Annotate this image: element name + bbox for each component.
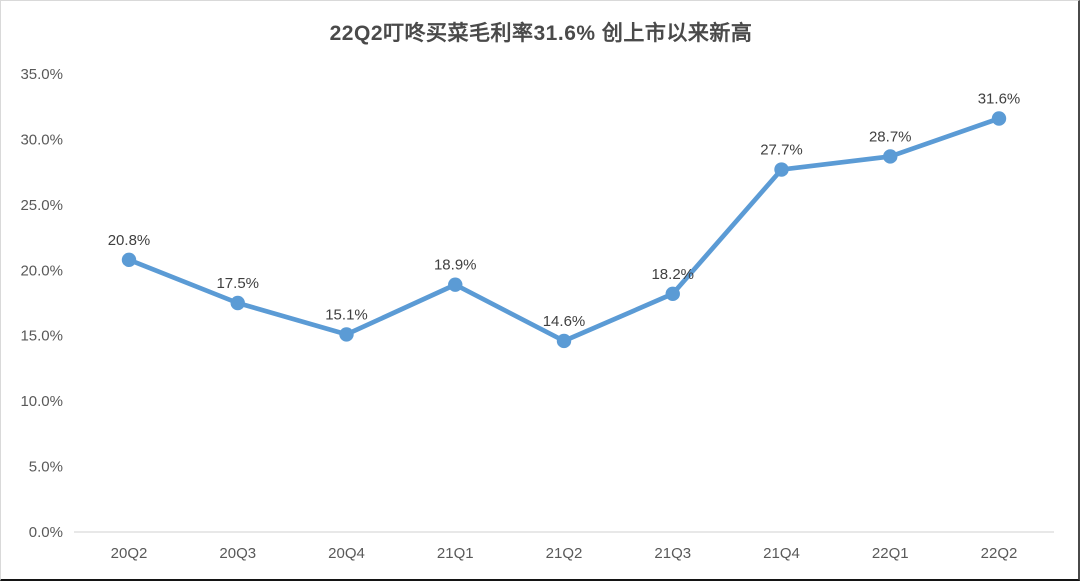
data-point-marker — [665, 286, 680, 302]
x-axis-tick-label: 22Q1 — [872, 545, 909, 562]
y-axis-tick-label: 20.0% — [20, 262, 63, 279]
x-axis-tick-label: 21Q1 — [437, 545, 474, 562]
data-point-marker — [991, 111, 1007, 126]
data-point-label: 28.7% — [869, 128, 912, 145]
data-point-marker — [230, 295, 245, 311]
chart-title: 22Q2叮咚买菜毛利率31.6% 创上市以来新高 — [329, 22, 753, 45]
x-axis-tick-label: 20Q3 — [219, 545, 256, 562]
y-axis-tick-label: 25.0% — [20, 197, 63, 214]
x-axis-tick-label: 21Q3 — [654, 545, 691, 562]
y-axis-tick-label: 30.0% — [20, 131, 63, 148]
y-axis-tick-label: 35.0% — [20, 66, 63, 83]
y-axis-tick-label: 5.0% — [29, 459, 63, 476]
x-axis-tick-label: 22Q2 — [981, 545, 1018, 562]
data-point-label: 20.8% — [108, 232, 151, 249]
y-axis-tick-label: 10.0% — [20, 393, 63, 410]
data-point-label: 17.5% — [216, 275, 259, 292]
data-point-marker — [339, 327, 354, 342]
data-point-marker — [774, 162, 789, 177]
data-point-marker — [121, 252, 137, 268]
data-point-label: 27.7% — [760, 142, 803, 159]
data-point-label: 15.1% — [325, 306, 368, 323]
x-axis-tick-label: 20Q4 — [328, 545, 365, 562]
data-point-label: 18.2% — [651, 266, 694, 283]
series-line — [126, 116, 1002, 344]
x-axis-tick-label: 21Q2 — [546, 545, 583, 562]
data-point-label: 14.6% — [543, 313, 586, 330]
y-axis-tick-label: 15.0% — [20, 328, 63, 345]
data-point-label: 18.9% — [434, 257, 477, 274]
data-point-marker — [883, 149, 898, 164]
data-point-marker — [448, 277, 463, 292]
x-axis-tick-label: 20Q2 — [111, 545, 148, 562]
y-axis-tick-label: 0.0% — [29, 524, 63, 541]
data-point-label: 31.6% — [978, 90, 1021, 107]
x-axis-tick-label: 21Q4 — [763, 545, 800, 562]
data-point-marker — [556, 333, 572, 349]
